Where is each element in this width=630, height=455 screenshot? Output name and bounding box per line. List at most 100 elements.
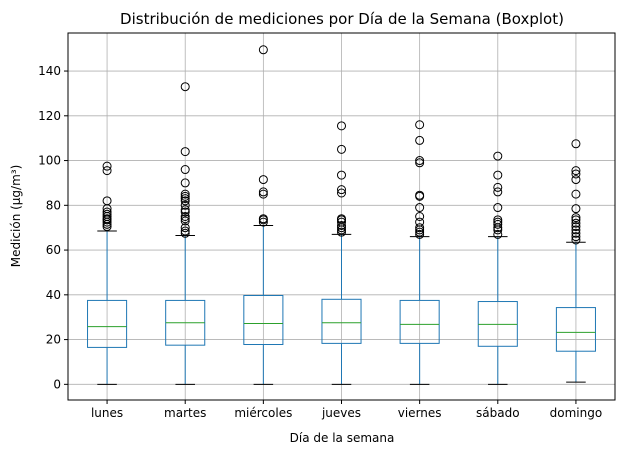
outlier-point [180, 223, 190, 233]
outlier-point [571, 213, 581, 223]
outlier-point [180, 216, 190, 226]
outlier-point [571, 139, 581, 149]
outlier-point [337, 170, 346, 180]
box-iqr [399, 299, 440, 344]
outlier-point [415, 212, 425, 221]
outlier-point [180, 178, 190, 188]
outlier-point [415, 120, 425, 130]
box-viernes [399, 120, 440, 385]
outlier-point [415, 156, 425, 166]
outlier-point [571, 169, 581, 179]
outlier-point [180, 196, 190, 206]
grid-lines [68, 33, 615, 400]
outlier-point [571, 204, 581, 214]
outlier-point [258, 175, 268, 185]
outlier-point [337, 121, 346, 131]
outlier-point [571, 232, 581, 242]
outlier-point [415, 227, 425, 237]
outlier-point [337, 217, 346, 227]
y-axis-label: Medición (µg/m³) [9, 165, 23, 268]
y-tick-label: 0 [53, 377, 61, 391]
outlier-point [571, 235, 581, 245]
x-tick-label: lunes [91, 406, 123, 420]
y-tick-label: 60 [46, 243, 61, 257]
outlier-point [493, 203, 503, 213]
outlier-point [102, 207, 112, 217]
outlier-point [415, 217, 425, 227]
outlier-point [337, 144, 346, 154]
outlier-point [337, 227, 346, 237]
outlier-point [571, 225, 581, 235]
y-tick-label: 80 [46, 198, 61, 212]
outlier-point [415, 203, 425, 213]
box-sábado [477, 151, 518, 385]
outlier-point [571, 189, 581, 199]
outlier-point [180, 189, 190, 199]
box-jueves [321, 121, 362, 385]
outlier-point [258, 187, 268, 197]
outlier-point [415, 158, 425, 168]
box-lunes [87, 161, 128, 385]
outlier-point [493, 170, 503, 180]
outlier-point [258, 217, 268, 227]
outlier-point [493, 215, 503, 225]
y-tick-label: 140 [38, 64, 61, 78]
outlier-point [180, 200, 190, 210]
outlier-point [493, 187, 503, 197]
outlier-point [102, 161, 112, 171]
box-iqr [243, 294, 284, 346]
outlier-point [180, 165, 190, 175]
outlier-point [493, 182, 503, 192]
outlier-point [180, 207, 190, 217]
outlier-point [102, 166, 112, 176]
x-axis-label: Día de la semana [290, 431, 395, 445]
outlier-point [337, 214, 346, 224]
outlier-point [180, 205, 190, 215]
outlier-point [180, 226, 190, 236]
outlier-point [180, 191, 190, 201]
outlier-point [571, 166, 581, 176]
y-tick-label: 100 [38, 154, 61, 168]
outlier-point [493, 151, 503, 161]
x-axis: lunes martes miércoles jueves viernes sábado d… [91, 400, 602, 420]
outlier-point [337, 220, 346, 230]
outlier-point [180, 228, 190, 238]
outlier-point [258, 45, 268, 55]
x-tick-label: sábado [476, 406, 520, 420]
outlier-point [258, 214, 268, 224]
outlier-point [571, 218, 581, 228]
outlier-point [415, 190, 425, 200]
outlier-point [571, 215, 581, 225]
box-domingo [555, 139, 596, 383]
outlier-point [180, 147, 190, 157]
x-tick-label: miércoles [234, 406, 292, 420]
outlier-point [571, 175, 581, 185]
outlier-point [493, 229, 503, 239]
x-tick-label: martes [164, 406, 206, 420]
chart-title: Distribución de mediciones por Día de la… [120, 10, 564, 28]
box-martes [165, 82, 206, 385]
box-iqr [321, 298, 362, 344]
y-axis: 0 20 40 60 80 100 120 140 [38, 64, 68, 391]
y-tick-label: 20 [46, 333, 61, 347]
outlier-point [337, 185, 346, 195]
y-tick-label: 120 [38, 109, 61, 123]
x-tick-label: jueves [321, 406, 361, 420]
y-tick-label: 40 [46, 288, 61, 302]
outlier-point [180, 194, 190, 204]
outlier-point [180, 214, 190, 224]
outlier-point [415, 135, 425, 145]
outlier-point [258, 189, 268, 199]
outlier-point [493, 219, 503, 229]
box-miércoles [243, 45, 284, 385]
outlier-point [571, 222, 581, 232]
outlier-point [415, 229, 425, 239]
outlier-point [337, 188, 346, 198]
x-tick-label: viernes [398, 406, 442, 420]
outlier-point [102, 196, 112, 206]
outlier-point [102, 214, 112, 224]
box-iqr [87, 299, 128, 348]
outlier-point [415, 223, 425, 233]
plot-area [87, 45, 596, 385]
